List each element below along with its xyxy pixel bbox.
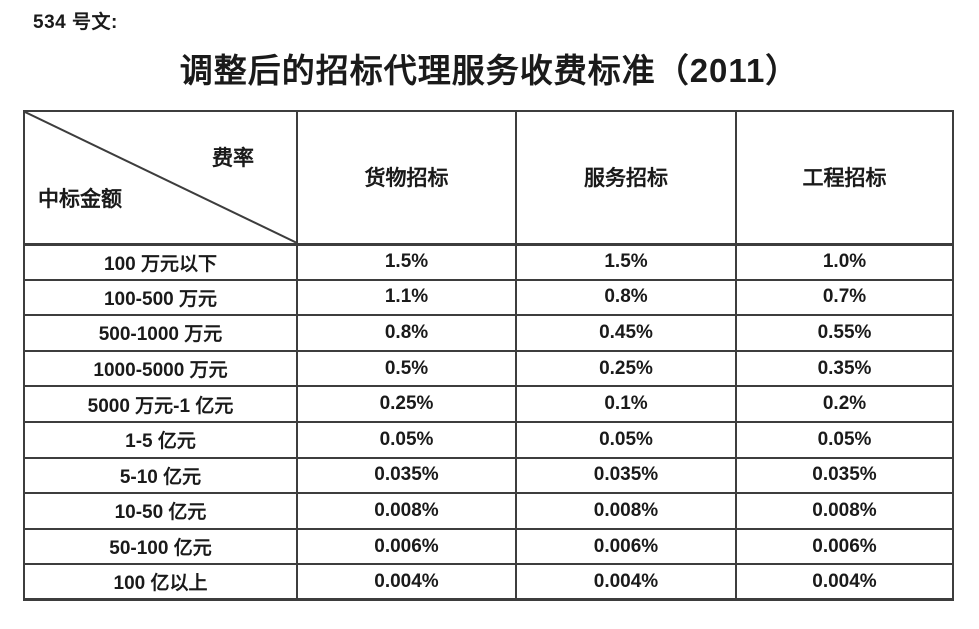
fee-value: 0.035%	[296, 456, 517, 495]
fee-value: 0.25%	[296, 385, 517, 423]
table-row: 1-5 亿元 0.05% 0.05% 0.05%	[23, 420, 954, 459]
fee-table: 费率 中标金额 货物招标 服务招标 工程招标 100 万元以下 1.5% 1.5…	[23, 110, 954, 602]
fee-value: 0.45%	[515, 314, 737, 352]
fee-value: 0.05%	[515, 420, 737, 459]
column-header-services: 服务招标	[515, 110, 737, 246]
fee-value: 1.5%	[296, 243, 517, 281]
table-row: 100-500 万元 1.1% 0.8% 0.7%	[23, 278, 954, 317]
fee-value: 0.008%	[296, 492, 517, 530]
fee-value: 0.1%	[515, 385, 737, 423]
corner-label-amount: 中标金额	[38, 187, 122, 211]
fee-value: 0.05%	[296, 420, 517, 459]
table-row: 100 万元以下 1.5% 1.5% 1.0%	[23, 243, 954, 281]
table-row: 500-1000 万元 0.8% 0.45% 0.55%	[23, 314, 954, 352]
corner-label-rate: 费率	[212, 147, 254, 170]
fee-value: 0.35%	[735, 349, 954, 388]
fee-value: 0.2%	[735, 385, 954, 423]
fee-value: 0.006%	[735, 527, 954, 566]
row-label: 5-10 亿元	[23, 456, 298, 495]
table-row: 50-100 亿元 0.006% 0.006% 0.006%	[23, 527, 954, 566]
fee-value: 0.004%	[515, 563, 737, 601]
fee-value: 0.006%	[515, 527, 737, 566]
page-title: 调整后的招标代理服务收费标准（2011）	[179, 52, 800, 89]
fee-value: 0.55%	[735, 314, 954, 352]
row-label: 1000-5000 万元	[23, 349, 298, 388]
row-label: 100 亿以上	[23, 563, 298, 601]
row-label: 500-1000 万元	[23, 314, 298, 352]
row-label: 5000 万元-1 亿元	[23, 385, 298, 423]
table-row: 5-10 亿元 0.035% 0.035% 0.035%	[23, 456, 954, 495]
fee-value: 1.5%	[515, 243, 737, 281]
fee-value: 0.25%	[515, 349, 737, 388]
diagonal-divider-line	[25, 112, 296, 243]
header-row: 费率 中标金额 货物招标 服务招标 工程招标	[23, 110, 954, 246]
fee-value: 0.035%	[735, 456, 954, 495]
column-header-engineering: 工程招标	[735, 110, 954, 246]
fee-value: 0.008%	[735, 492, 954, 530]
fee-value: 0.004%	[296, 563, 517, 601]
fee-value: 0.8%	[296, 314, 517, 352]
row-label: 1-5 亿元	[23, 420, 298, 459]
table-row: 1000-5000 万元 0.5% 0.25% 0.35%	[23, 349, 954, 388]
fee-value: 1.1%	[296, 278, 517, 317]
fee-value: 0.006%	[296, 527, 517, 566]
row-label: 100-500 万元	[23, 278, 298, 317]
column-header-goods: 货物招标	[296, 110, 517, 246]
corner-header-cell: 费率 中标金额	[23, 110, 298, 246]
row-label: 50-100 亿元	[23, 527, 298, 566]
fee-value: 0.035%	[515, 456, 737, 495]
table-row: 5000 万元-1 亿元 0.25% 0.1% 0.2%	[23, 385, 954, 423]
table-row: 100 亿以上 0.004% 0.004% 0.004%	[23, 563, 954, 601]
fee-value: 1.0%	[735, 243, 954, 281]
row-label: 10-50 亿元	[23, 492, 298, 530]
table-row: 10-50 亿元 0.008% 0.008% 0.008%	[23, 492, 954, 530]
row-label: 100 万元以下	[23, 243, 298, 281]
fee-value: 0.004%	[735, 563, 954, 601]
fee-value: 0.7%	[735, 278, 954, 317]
fee-value: 0.05%	[735, 420, 954, 459]
fee-value: 0.8%	[515, 278, 737, 317]
doc-number-label: 534 号文:	[33, 12, 118, 33]
fee-value: 0.008%	[515, 492, 737, 530]
fee-value: 0.5%	[296, 349, 517, 388]
